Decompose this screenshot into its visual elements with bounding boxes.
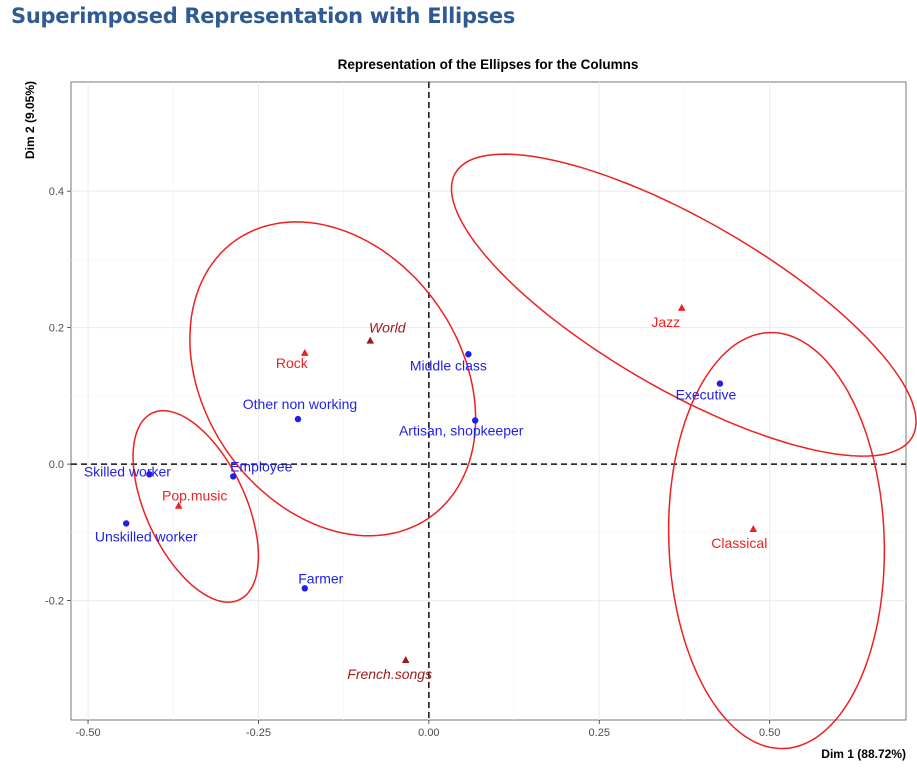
point-unskilled-worker [123, 520, 130, 527]
point-skilled-worker [146, 471, 153, 478]
y-tick-label: -0.2 [45, 596, 64, 608]
label-rock: Rock [276, 355, 309, 371]
point-jazz [677, 303, 686, 311]
label-unskilled-worker: Unskilled worker [95, 528, 198, 544]
point-farmer [301, 585, 308, 592]
point-artisan-shopkeeper [472, 417, 479, 424]
label-artisan-shopkeeper: Artisan, shopkeeper [399, 422, 524, 438]
x-tick-label: -0.50 [76, 727, 101, 739]
label-farmer: Farmer [298, 570, 343, 586]
label-skilled-worker: Skilled worker [84, 463, 171, 479]
confidence-ellipses [132, 153, 917, 750]
page-heading: Superimposed Representation with Ellipse… [11, 4, 516, 28]
ellipse-classical [667, 331, 886, 750]
data-points [123, 303, 758, 663]
label-executive: Executive [676, 387, 737, 403]
y-tick-label: 0.4 [49, 186, 64, 198]
x-tick-label: -0.25 [246, 727, 271, 739]
label-french-songs: French.songs [347, 666, 432, 682]
point-employee [230, 473, 237, 480]
point-other-non-working [294, 415, 302, 423]
point-french-songs [401, 655, 410, 663]
reference-lines [71, 82, 906, 720]
point-executive [716, 380, 724, 387]
x-tick-label: 0.25 [589, 727, 610, 739]
point-middle-class [465, 351, 472, 358]
chart-title: Representation of the Ellipses for the C… [338, 57, 639, 72]
point-pop-music [174, 501, 183, 509]
point-labels: Skilled worker Employee Unskilled worker Ot… [84, 314, 768, 682]
point-world [366, 336, 375, 344]
ellipse-pop-music [132, 409, 260, 603]
x-axis-label: Dim 1 (88.72%) [821, 747, 906, 761]
label-middle-class: Middle class [410, 357, 487, 373]
label-pop-music: Pop.music [162, 488, 227, 504]
ellipse-jazz [450, 153, 917, 457]
point-classical [749, 524, 758, 532]
ellipse-rock [189, 221, 477, 537]
label-employee: Employee [230, 458, 292, 474]
axis-ticks: -0.50 -0.25 0.00 0.25 0.50 -0.2 0.0 0.2 0.4 [45, 186, 780, 739]
plot-panel [70, 81, 907, 721]
y-tick-label: 0.2 [49, 323, 64, 335]
y-tick-label: 0.0 [49, 459, 64, 471]
label-world: World [369, 320, 407, 336]
point-rock [301, 348, 309, 356]
label-classical: Classical [711, 535, 767, 551]
label-jazz: Jazz [651, 314, 680, 330]
x-tick-label: 0.00 [418, 727, 439, 739]
x-tick-label: 0.50 [759, 727, 780, 739]
label-other-non-working: Other non working [243, 396, 357, 412]
y-axis-label: Dim 2 (9.05%) [23, 81, 37, 159]
